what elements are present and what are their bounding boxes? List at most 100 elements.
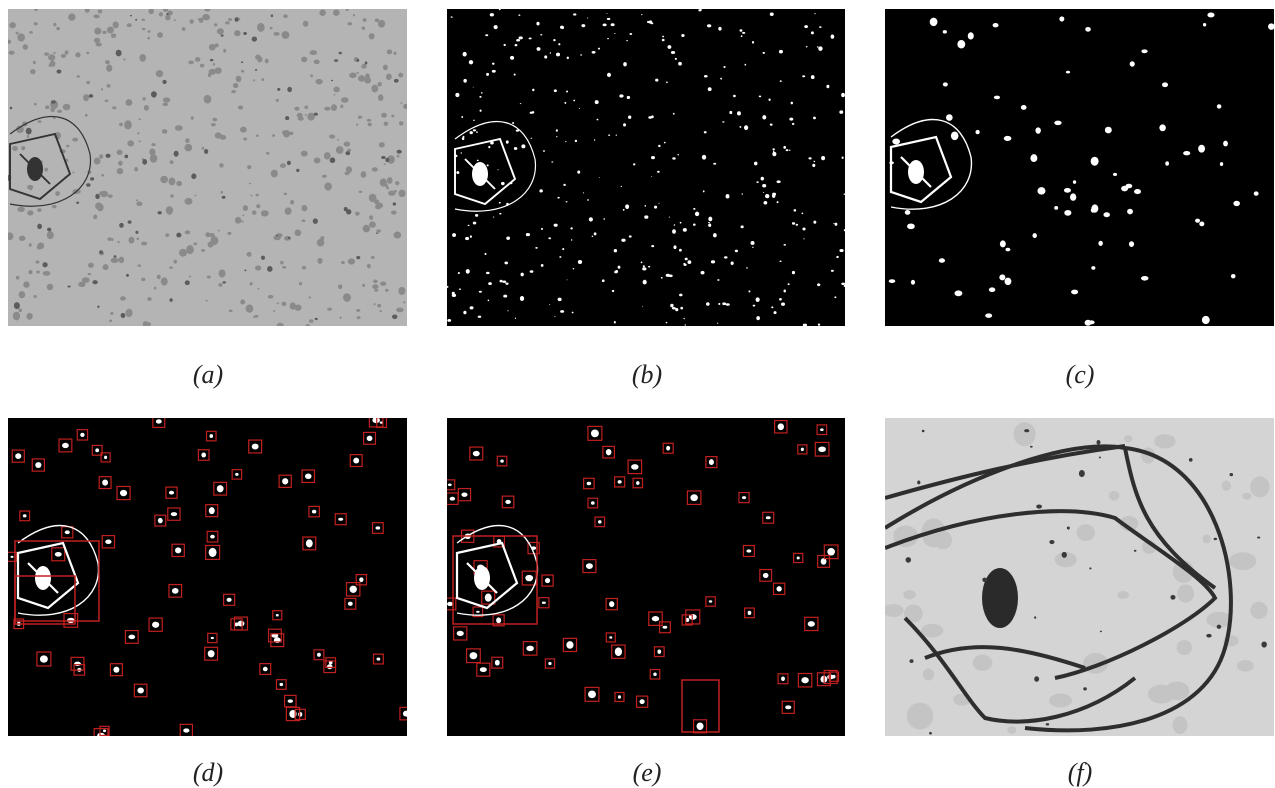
blob xyxy=(651,245,654,247)
blob xyxy=(813,221,816,224)
blob xyxy=(506,140,509,143)
blob xyxy=(1067,527,1070,530)
blob xyxy=(208,650,215,657)
blob xyxy=(136,199,138,201)
blob xyxy=(669,275,673,278)
blob xyxy=(754,162,758,166)
blob xyxy=(123,59,126,61)
blob xyxy=(166,206,173,215)
blob xyxy=(641,14,642,15)
blob xyxy=(284,193,287,195)
blob xyxy=(207,241,213,247)
blob xyxy=(1064,210,1071,216)
blob xyxy=(37,224,42,230)
blob xyxy=(10,556,13,558)
blob xyxy=(285,207,292,215)
blob xyxy=(591,501,595,505)
blob xyxy=(597,119,599,121)
blob xyxy=(106,65,112,72)
blob xyxy=(943,82,948,86)
blob xyxy=(791,102,793,105)
blob xyxy=(204,95,212,104)
blob xyxy=(530,270,534,273)
blob xyxy=(257,23,265,32)
blob xyxy=(470,131,473,134)
blob xyxy=(476,131,478,133)
blob xyxy=(255,315,259,318)
blob xyxy=(346,166,352,173)
blob xyxy=(371,256,375,259)
blob xyxy=(137,132,139,134)
blob xyxy=(112,106,116,109)
blob xyxy=(198,18,201,20)
panel-e-image xyxy=(447,418,845,736)
blob xyxy=(806,46,808,47)
blob xyxy=(923,668,934,680)
blob xyxy=(301,57,307,63)
blob xyxy=(365,73,370,79)
blob xyxy=(294,230,301,237)
blob xyxy=(545,578,550,583)
blob xyxy=(47,228,51,232)
blob xyxy=(939,258,945,263)
blob xyxy=(191,173,196,179)
blob xyxy=(531,138,532,139)
blob xyxy=(76,202,79,204)
blob xyxy=(587,199,589,201)
blob xyxy=(1141,49,1147,53)
blob xyxy=(27,210,33,215)
blob xyxy=(763,573,769,578)
blob xyxy=(733,95,736,97)
blob xyxy=(641,262,643,264)
blob xyxy=(1250,476,1269,497)
blob xyxy=(296,169,299,172)
blob xyxy=(95,448,99,452)
blob xyxy=(212,118,217,122)
blob xyxy=(1154,434,1175,448)
blob xyxy=(776,586,781,591)
blob xyxy=(729,111,732,114)
blob xyxy=(392,314,397,319)
blob xyxy=(653,673,656,677)
blob xyxy=(200,64,204,68)
blob xyxy=(581,24,585,27)
blob xyxy=(709,600,712,602)
blob xyxy=(789,150,790,151)
blob xyxy=(598,48,600,50)
blob xyxy=(247,165,251,169)
blob xyxy=(480,109,482,111)
blob xyxy=(134,167,138,171)
blob xyxy=(518,14,520,16)
blob xyxy=(672,307,676,309)
blob xyxy=(189,276,191,278)
blob xyxy=(669,217,670,218)
blob xyxy=(892,139,900,145)
blob xyxy=(99,250,103,254)
blob xyxy=(999,274,1005,280)
blob xyxy=(349,259,355,264)
blob xyxy=(751,241,755,245)
blob xyxy=(83,94,89,101)
blob xyxy=(808,157,811,159)
blob xyxy=(202,14,210,20)
blob xyxy=(255,69,257,71)
blob xyxy=(1077,524,1095,541)
blob xyxy=(173,260,177,264)
blob xyxy=(337,139,339,141)
blob xyxy=(943,30,947,33)
blob xyxy=(383,65,388,70)
blob xyxy=(1032,233,1036,238)
blob xyxy=(398,287,405,295)
blob xyxy=(1091,204,1098,212)
blob xyxy=(234,17,238,21)
blob xyxy=(89,94,94,98)
caption: (d) xyxy=(8,758,408,788)
blob xyxy=(713,233,717,237)
blob xyxy=(516,39,520,42)
blob xyxy=(374,289,378,292)
blob xyxy=(469,60,473,64)
blob xyxy=(495,660,500,666)
blob xyxy=(37,208,41,212)
blob xyxy=(9,22,16,28)
blob xyxy=(566,201,568,202)
